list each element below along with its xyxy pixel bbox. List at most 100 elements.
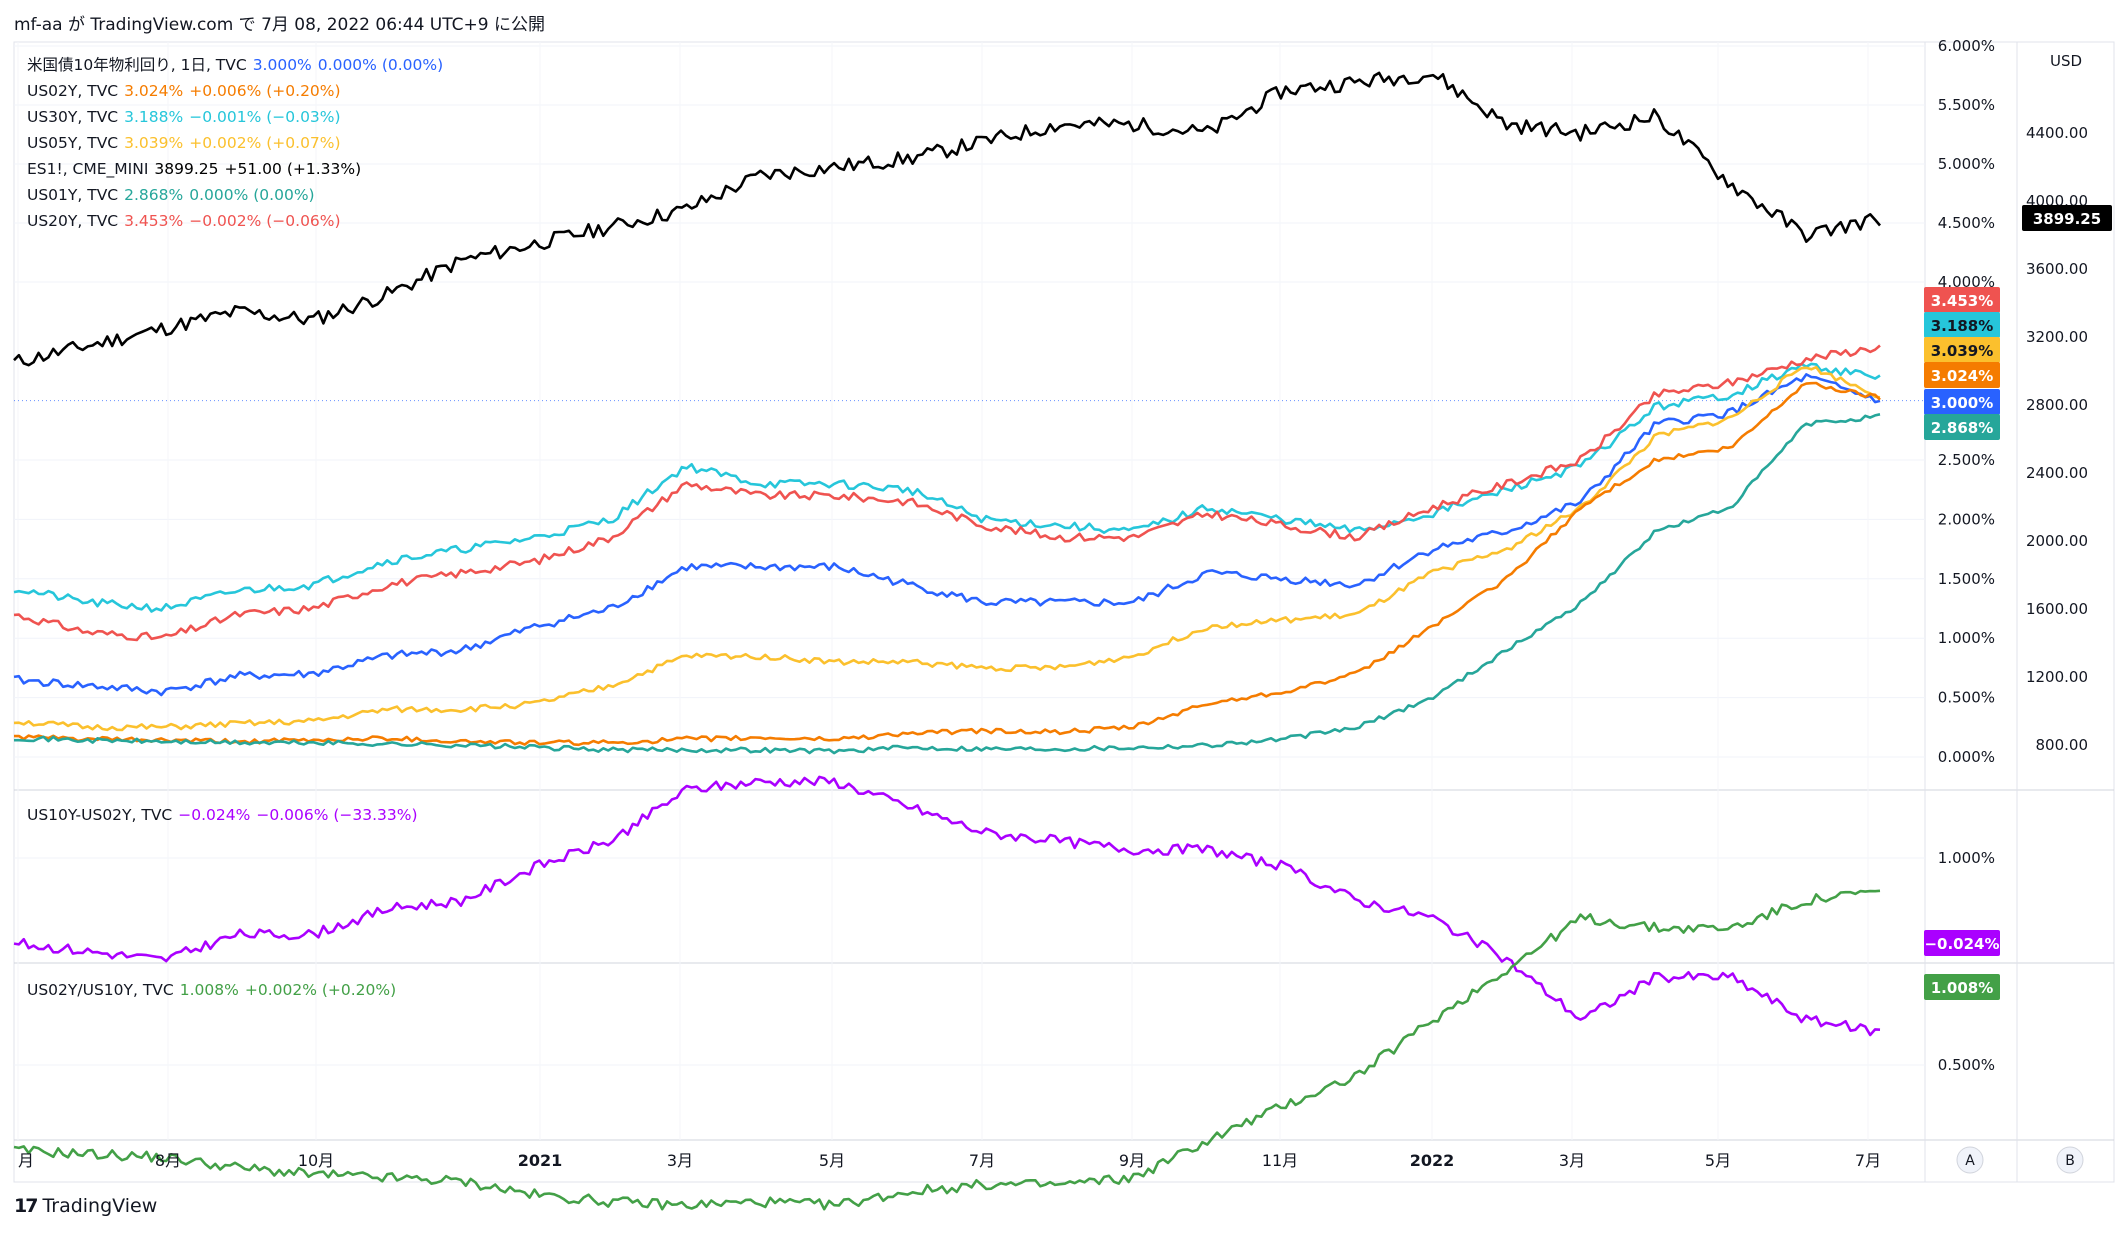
axis-tick-x: 3月 bbox=[1559, 1151, 1585, 1170]
legend-main: 米国債10年物利回り, 1日, TVC 3.000% 0.000% (0.00%) U… bbox=[27, 52, 449, 234]
axis-tick-pct: 5.500% bbox=[1938, 96, 1995, 114]
axis-tick-x: 3月 bbox=[667, 1151, 693, 1170]
axis-tick-x: 月 bbox=[18, 1151, 34, 1170]
axis-tick-pct: 1.000% bbox=[1938, 629, 1995, 647]
axis-tick-usd: 2400.00 bbox=[2026, 464, 2088, 482]
series-line bbox=[13, 362, 1881, 613]
logo-text: TradingView bbox=[42, 1195, 158, 1217]
legend-change: 0.000% (0.00%) bbox=[317, 56, 444, 74]
axis-tick-usd: 3600.00 bbox=[2026, 260, 2088, 278]
price-badge-label: 3.188% bbox=[1931, 317, 1993, 335]
series-line bbox=[13, 775, 1881, 1037]
price-badge-label: 3.000% bbox=[1931, 394, 1993, 412]
series-line bbox=[13, 889, 1881, 1211]
legend-symbol: US02Y/US10Y, TVC bbox=[27, 981, 174, 999]
price-badge bbox=[1924, 414, 2000, 440]
axis-tick-x: 2021 bbox=[518, 1151, 563, 1170]
legend-value: 3.188% bbox=[124, 108, 184, 126]
legend-symbol: US30Y, TVC bbox=[27, 108, 119, 126]
legend-ratio: US02Y/US10Y, TVC 1.008% +0.002% (+0.20%) bbox=[27, 977, 402, 1003]
axis-tick-x: 10月 bbox=[298, 1151, 334, 1170]
legend-row[interactable]: US02Y/US10Y, TVC 1.008% +0.002% (+0.20%) bbox=[27, 977, 402, 1003]
series-line bbox=[13, 373, 1881, 697]
axis-tick-x: 5月 bbox=[1705, 1151, 1731, 1170]
axis-tick-pct: 0.500% bbox=[1938, 689, 1995, 707]
logo-mark: 17 bbox=[14, 1195, 38, 1217]
series-line bbox=[13, 365, 1881, 732]
axis-tick-usd: 3200.00 bbox=[2026, 328, 2088, 346]
price-badge-label: 3.453% bbox=[1931, 292, 1993, 310]
axis-tick-usd: 2800.00 bbox=[2026, 396, 2088, 414]
legend-symbol: 米国債10年物利回り, 1日, TVC bbox=[27, 56, 247, 74]
axis-tick-pct: 2.000% bbox=[1938, 510, 1995, 528]
legend-change: +51.00 (+1.33%) bbox=[224, 160, 362, 178]
legend-value: 3.453% bbox=[124, 212, 184, 230]
legend-change: −0.002% (−0.06%) bbox=[189, 212, 341, 230]
series-line bbox=[14, 413, 1881, 755]
legend-change: +0.002% (+0.20%) bbox=[244, 981, 397, 999]
price-badge-label: 3899.25 bbox=[2033, 210, 2101, 228]
axis-tick-pct: 6.000% bbox=[1938, 37, 1995, 55]
axis-tick-x: 7月 bbox=[1855, 1151, 1881, 1170]
legend-symbol: ES1!, CME_MINI bbox=[27, 160, 149, 178]
legend-value: 3.024% bbox=[124, 82, 184, 100]
scale-button-bg bbox=[1956, 1146, 1984, 1174]
axis-tick-usd: 1200.00 bbox=[2026, 668, 2088, 686]
axis-tick-x: 9月 bbox=[1119, 1151, 1145, 1170]
legend-row[interactable]: 米国債10年物利回り, 1日, TVC 3.000% 0.000% (0.00%) bbox=[27, 52, 449, 78]
price-badge bbox=[1924, 337, 2000, 363]
legend-change: +0.002% (+0.07%) bbox=[189, 134, 341, 152]
legend-value: 1.008% bbox=[179, 981, 239, 999]
legend-change: 0.000% (0.00%) bbox=[189, 186, 315, 204]
axis-tick-spread: 1.000% bbox=[1938, 849, 1995, 867]
axis-tick-usd: 1600.00 bbox=[2026, 600, 2088, 618]
legend-value: 2.868% bbox=[124, 186, 184, 204]
legend-row[interactable]: US02Y, TVC 3.024% +0.006% (+0.20%) bbox=[27, 78, 449, 104]
price-badge-label: 2.868% bbox=[1931, 419, 1993, 437]
axis-tick-x: 5月 bbox=[819, 1151, 845, 1170]
axis-unit-usd: USD bbox=[2050, 52, 2082, 70]
legend-change: +0.006% (+0.20%) bbox=[189, 82, 341, 100]
legend-change: −0.001% (−0.03%) bbox=[189, 108, 341, 126]
series-line bbox=[13, 71, 1881, 367]
price-badge bbox=[1924, 362, 2000, 388]
price-badge-label: 1.008% bbox=[1931, 979, 1993, 997]
axis-tick-pct: 4.500% bbox=[1938, 214, 1995, 232]
price-badge bbox=[1924, 974, 2000, 1000]
tradingview-logo[interactable]: 17 TradingView bbox=[14, 1195, 157, 1217]
legend-row[interactable]: US01Y, TVC 2.868% 0.000% (0.00%) bbox=[27, 182, 449, 208]
price-badge-label: −0.024% bbox=[1924, 935, 1999, 953]
legend-spread: US10Y-US02Y, TVC −0.024% −0.006% (−33.33%) bbox=[27, 802, 424, 828]
axis-tick-pct: 5.000% bbox=[1938, 155, 1995, 173]
price-badge bbox=[2022, 205, 2112, 231]
legend-value: 3.000% bbox=[252, 56, 312, 74]
axis-tick-pct: 1.500% bbox=[1938, 570, 1995, 588]
legend-row[interactable]: ES1!, CME_MINI 3899.25 +51.00 (+1.33%) bbox=[27, 156, 449, 182]
series-line bbox=[13, 381, 1881, 747]
axis-tick-usd: 2000.00 bbox=[2026, 532, 2088, 550]
price-badge-label: 3.024% bbox=[1931, 367, 1993, 385]
legend-symbol: US05Y, TVC bbox=[27, 134, 119, 152]
legend-row[interactable]: US05Y, TVC 3.039% +0.002% (+0.07%) bbox=[27, 130, 449, 156]
legend-value: 3.039% bbox=[124, 134, 184, 152]
legend-symbol: US02Y, TVC bbox=[27, 82, 119, 100]
axis-tick-usd: 4400.00 bbox=[2026, 124, 2088, 142]
legend-value: −0.024% bbox=[178, 806, 251, 824]
scale-button-label: B bbox=[2065, 1153, 2075, 1169]
scale-button-bg bbox=[2056, 1146, 2084, 1174]
price-badge bbox=[1924, 287, 2000, 313]
axis-tick-pct: 0.000% bbox=[1938, 748, 1995, 766]
legend-row[interactable]: US20Y, TVC 3.453% −0.002% (−0.06%) bbox=[27, 208, 449, 234]
axis-tick-ratio: 0.500% bbox=[1938, 1056, 1995, 1074]
axis-tick-pct: 2.500% bbox=[1938, 451, 1995, 469]
price-badge-label: 3.039% bbox=[1931, 342, 1993, 360]
axis-tick-x: 11月 bbox=[1262, 1151, 1298, 1170]
legend-row[interactable]: US30Y, TVC 3.188% −0.001% (−0.03%) bbox=[27, 104, 449, 130]
legend-change: −0.006% (−33.33%) bbox=[256, 806, 418, 824]
axis-tick-x: 7月 bbox=[969, 1151, 995, 1170]
legend-value: 3899.25 bbox=[154, 160, 219, 178]
legend-row[interactable]: US10Y-US02Y, TVC −0.024% −0.006% (−33.33%) bbox=[27, 802, 424, 828]
price-badge bbox=[1924, 389, 2000, 415]
axis-tick-usd: 800.00 bbox=[2036, 736, 2089, 754]
